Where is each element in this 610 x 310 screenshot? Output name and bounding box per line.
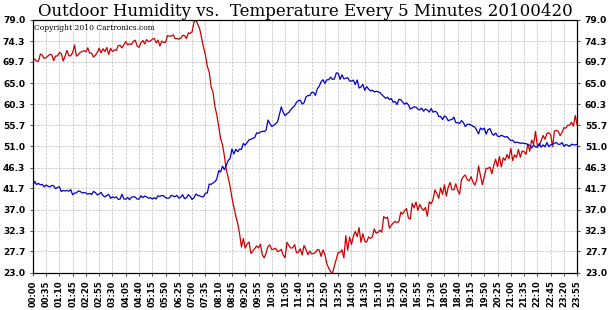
Title: Outdoor Humidity vs.  Temperature Every 5 Minutes 20100420: Outdoor Humidity vs. Temperature Every 5… (38, 3, 572, 20)
Text: Copyright 2010 Cartronics.com: Copyright 2010 Cartronics.com (34, 24, 155, 32)
